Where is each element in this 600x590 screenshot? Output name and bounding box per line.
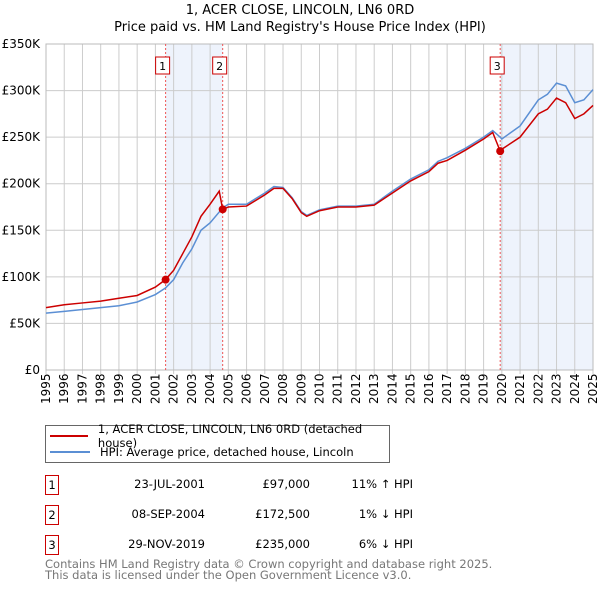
sale-marker-box xyxy=(212,56,228,75)
y-tick-label: £350K xyxy=(2,37,42,51)
sale-point xyxy=(496,147,505,156)
x-tick-label: 2003 xyxy=(185,373,199,404)
x-tick-label: 2008 xyxy=(276,373,290,404)
x-tick-label: 1997 xyxy=(75,373,89,404)
transaction-row: 1 23-JUL-2001 £97,000 11% ↑ HPI xyxy=(45,475,465,495)
x-tick-label: 2012 xyxy=(349,373,363,404)
footer-licence: This data is licensed under the Open Gov… xyxy=(45,568,412,582)
sale-marker-label: 1 xyxy=(159,60,166,73)
price: £97,000 xyxy=(262,477,310,491)
footer-copyright: Contains HM Land Registry data © Crown c… xyxy=(45,557,493,571)
price-chart: £0 £50K £100K £150K £200K £250K £300K £350K 1995… xyxy=(2,37,600,404)
marker-2: 2 xyxy=(45,505,59,525)
sale-marker-label: 3 xyxy=(494,60,501,73)
x-tick-label: 2018 xyxy=(458,373,472,404)
x-tick-label: 2004 xyxy=(203,373,217,404)
x-tick-label: 2025 xyxy=(586,373,600,404)
shaded-region xyxy=(165,44,223,370)
x-tick-label: 2005 xyxy=(221,373,235,404)
sale-marker-label: 2 xyxy=(216,60,223,73)
transaction-row: 2 08-SEP-2004 £172,500 1% ↓ HPI xyxy=(45,505,465,525)
y-tick-label: £150K xyxy=(2,223,42,237)
y-tick-label: £250K xyxy=(2,130,42,144)
sale-marker-box xyxy=(489,56,505,75)
chart-title: 1, ACER CLOSE, LINCOLN, LN6 0RD xyxy=(185,3,415,18)
x-tick-label: 2022 xyxy=(531,373,545,404)
x-tick-label: 2021 xyxy=(513,373,527,404)
plot-border xyxy=(45,43,594,371)
footer: Contains HM Land Registry data © Crown c… xyxy=(45,557,493,582)
x-tick-label: 2014 xyxy=(385,373,399,404)
x-tick-label: 2015 xyxy=(404,373,418,404)
x-tick-label: 2000 xyxy=(130,373,144,404)
marker-1: 1 xyxy=(45,475,59,495)
price: £172,500 xyxy=(255,507,310,521)
x-tick-label: 2023 xyxy=(550,373,564,404)
x-tick-label: 2009 xyxy=(294,373,308,404)
marker-3: 3 xyxy=(45,535,59,555)
date: 29-NOV-2019 xyxy=(128,537,205,551)
x-tick-label: 2010 xyxy=(313,373,327,404)
x-tick-label: 2001 xyxy=(148,373,162,404)
x-tick-label: 2011 xyxy=(331,373,345,404)
x-tick-label: 2016 xyxy=(422,373,436,404)
x-tick-label: 2020 xyxy=(495,373,509,404)
legend-red-line xyxy=(50,435,88,437)
legend-property: 1, ACER CLOSE, LINCOLN, LN6 0RD (detache… xyxy=(97,422,363,450)
date: 08-SEP-2004 xyxy=(131,507,205,521)
price: £235,000 xyxy=(255,537,310,551)
date: 23-JUL-2001 xyxy=(134,477,205,491)
x-tick-label: 2013 xyxy=(367,373,381,404)
y-tick-label: £100K xyxy=(2,270,42,284)
x-tick-label: 2019 xyxy=(477,373,491,404)
legend: 1, ACER CLOSE, LINCOLN, LN6 0RD (detache… xyxy=(45,422,390,463)
x-tick-label: 2007 xyxy=(258,373,272,404)
y-tick-label: £300K xyxy=(2,84,42,98)
hpi-diff: 11% ↑ HPI xyxy=(351,477,413,491)
x-tick-label: 2006 xyxy=(240,373,254,404)
y-tick-label: £200K xyxy=(2,177,42,191)
sale-marker-box xyxy=(155,56,171,75)
x-tick-label: 2024 xyxy=(568,373,582,404)
shaded-region xyxy=(500,44,593,370)
y-tick-label: £50K xyxy=(9,316,41,330)
sale-point xyxy=(218,205,227,214)
x-tick-label: 2017 xyxy=(440,373,454,404)
price-paid-line xyxy=(45,97,594,309)
x-tick-label: 2002 xyxy=(167,373,181,404)
legend-hpi: HPI: Average price, detached house, Linc… xyxy=(100,445,354,459)
hpi-line xyxy=(45,82,594,314)
x-tick-label: 1996 xyxy=(57,373,71,404)
hpi-diff: 1% ↓ HPI xyxy=(358,507,413,521)
legend-blue-line xyxy=(50,451,90,453)
chart-subtitle: Price paid vs. HM Land Registry's House … xyxy=(114,20,486,35)
transaction-row: 3 29-NOV-2019 £235,000 6% ↓ HPI xyxy=(45,535,465,555)
hpi-diff: 6% ↓ HPI xyxy=(358,537,413,551)
y-tick-label: £0 xyxy=(25,363,40,377)
x-tick-label: 1995 xyxy=(39,373,53,404)
sale-point xyxy=(161,275,170,284)
x-tick-label: 1998 xyxy=(94,373,108,404)
x-tick-label: 1999 xyxy=(112,373,126,404)
